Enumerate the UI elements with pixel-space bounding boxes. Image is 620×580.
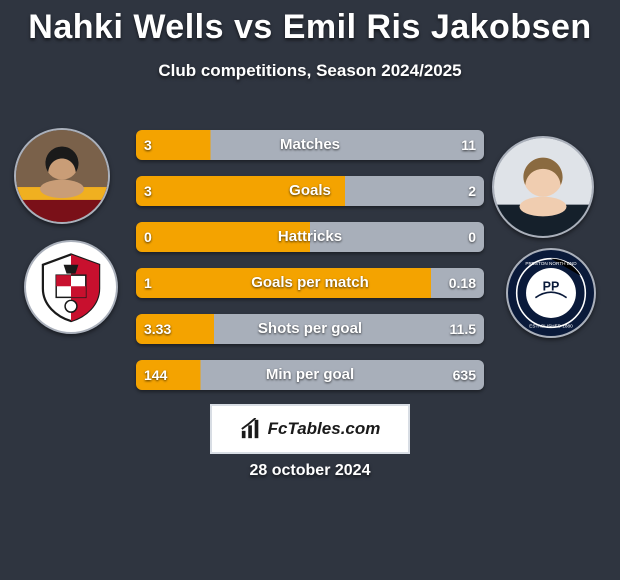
stat-value-right: 2 [468,176,476,206]
player-right-avatar [492,136,594,238]
stat-label: Matches [136,130,484,160]
crest-icon [34,250,108,324]
stat-label: Goals per match [136,268,484,298]
stat-row: 3 Matches 11 [136,130,484,160]
stat-label: Shots per goal [136,314,484,344]
stat-value-right: 635 [453,360,476,390]
svg-text:PP: PP [543,280,560,294]
stat-label: Goals [136,176,484,206]
stat-row: 3 Goals 2 [136,176,484,206]
stat-value-right: 0.18 [449,268,476,298]
stat-value-right: 11 [461,130,476,160]
stat-label: Hattricks [136,222,484,252]
svg-text:PRESTON NORTH END: PRESTON NORTH END [525,261,577,266]
player-left-avatar [14,128,110,224]
comparison-card: Nahki Wells vs Emil Ris Jakobsen Club co… [0,8,620,580]
person-icon [494,138,592,236]
club-left-crest [24,240,118,334]
crest-icon: PP PRESTON NORTH END ESTABLISHED 1880 [512,254,590,332]
stats-table: 3 Matches 11 3 Goals 2 0 Hattricks 0 1 G… [136,130,484,406]
chart-icon [240,418,262,440]
comparison-date: 28 october 2024 [0,462,620,480]
brand-badge: FcTables.com [210,404,410,454]
page-title: Nahki Wells vs Emil Ris Jakobsen [0,8,620,47]
stat-value-right: 0 [468,222,476,252]
person-icon [16,130,108,222]
svg-text:ESTABLISHED 1880: ESTABLISHED 1880 [529,323,573,328]
stat-value-right: 11.5 [450,314,476,344]
stat-row: 144 Min per goal 635 [136,360,484,390]
stat-label: Min per goal [136,360,484,390]
stat-row: 0 Hattricks 0 [136,222,484,252]
club-right-crest: PP PRESTON NORTH END ESTABLISHED 1880 [506,248,596,338]
stat-row: 3.33 Shots per goal 11.5 [136,314,484,344]
brand-text: FcTables.com [268,419,381,439]
page-subtitle: Club competitions, Season 2024/2025 [0,61,620,81]
stat-row: 1 Goals per match 0.18 [136,268,484,298]
